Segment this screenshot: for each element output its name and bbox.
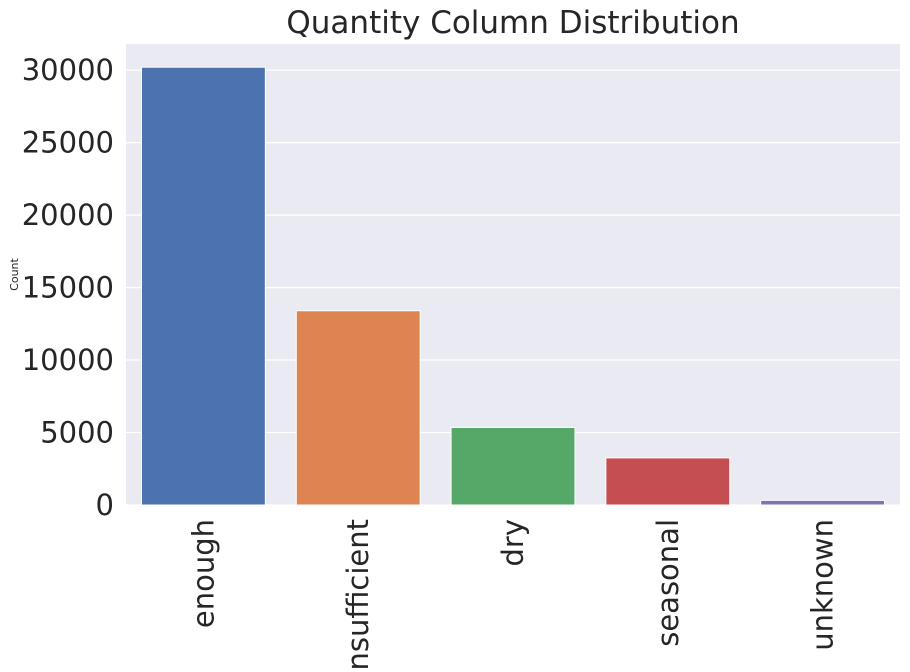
y-tick-labels: 0 5000 10000 15000 20000 25000 30000: [22, 53, 114, 522]
bar-dry: [450, 426, 576, 506]
bars: [140, 66, 886, 506]
chart-title: Quantity Column Distribution: [286, 5, 739, 41]
y-tick-label: 30000: [22, 53, 114, 87]
y-tick-label: 25000: [22, 126, 114, 160]
bar-unknown: [760, 499, 886, 506]
y-tick-label: 15000: [22, 271, 114, 305]
bar-insufficient: [295, 310, 421, 506]
bar-seasonal: [605, 457, 731, 506]
x-tick-label: dry: [496, 519, 530, 567]
y-axis-label: Count: [8, 257, 21, 290]
bar-enough: [140, 66, 266, 506]
x-tick-label: unknown: [806, 519, 840, 651]
x-tick-label: seasonal: [651, 519, 685, 647]
x-tick-labels: enough insufficient dry seasonal unknown: [186, 519, 839, 672]
y-tick-label: 0: [96, 488, 114, 522]
y-tick-label: 5000: [40, 416, 114, 450]
x-tick-label: insufficient: [341, 519, 375, 672]
y-tick-label: 20000: [22, 198, 114, 232]
y-tick-label: 10000: [22, 343, 114, 377]
x-tick-label: enough: [186, 519, 220, 628]
